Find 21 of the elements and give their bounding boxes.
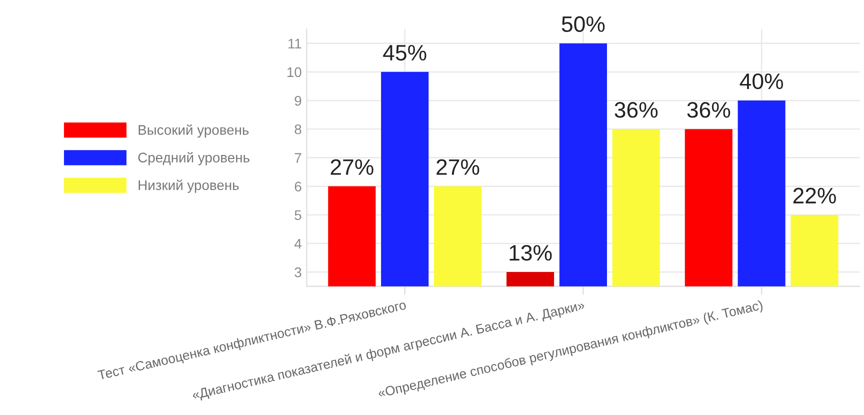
legend-label: Низкий уровень — [138, 180, 239, 193]
annotation: 27% — [330, 159, 374, 175]
y-tick-label: 11 — [288, 38, 302, 48]
y-tick-label: 5 — [294, 210, 302, 220]
annotation: 45% — [383, 44, 426, 61]
annotation: 22% — [793, 188, 836, 204]
annotation: 36% — [687, 102, 730, 118]
legend-label: Высокий уровень — [138, 124, 249, 138]
annotation: 36% — [614, 102, 658, 118]
legend-label: Средний уровень — [138, 152, 250, 166]
y-tick-label: 9 — [294, 96, 302, 106]
annotation: 50% — [562, 16, 605, 32]
annotation: 27% — [436, 159, 480, 175]
y-tick-label: 3 — [294, 267, 302, 278]
annotation: 13% — [510, 244, 552, 261]
y-tick-label: 4 — [294, 238, 302, 248]
y-tick-label: 7 — [294, 153, 302, 163]
y-tick-label: 10 — [287, 67, 302, 78]
annotation: 40% — [740, 73, 784, 90]
y-tick-label: 8 — [294, 124, 302, 134]
y-tick-label: 6 — [294, 182, 302, 192]
